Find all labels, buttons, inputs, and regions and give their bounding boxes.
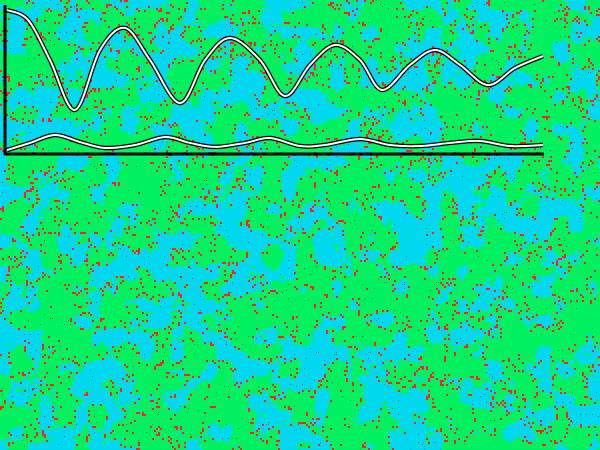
series-1-line xyxy=(6,9,544,111)
series-1-line-outline xyxy=(6,7,544,113)
series-2-line xyxy=(6,133,544,151)
